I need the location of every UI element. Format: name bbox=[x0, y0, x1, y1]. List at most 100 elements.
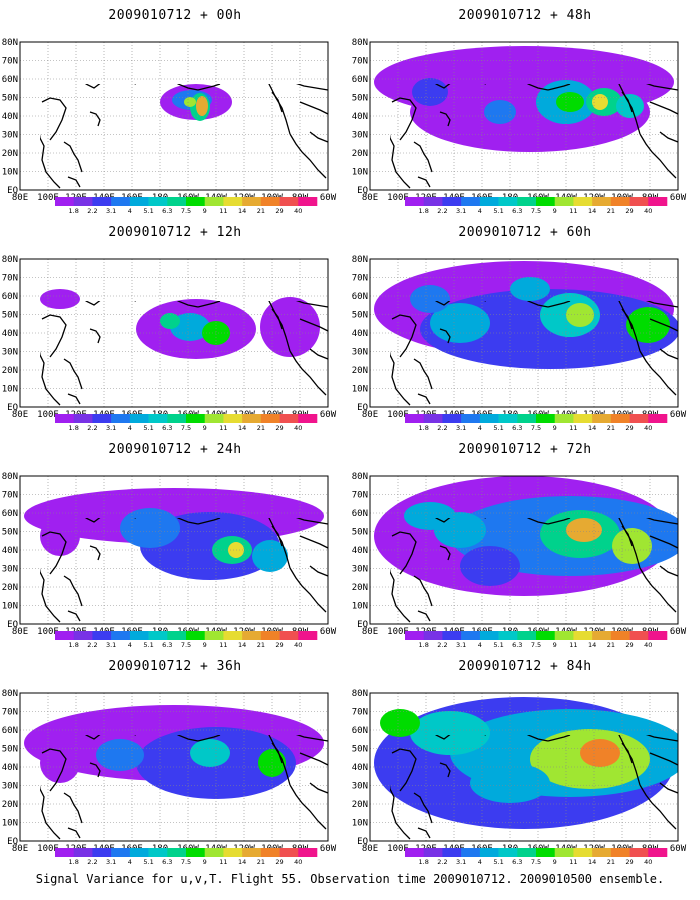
coastline bbox=[390, 785, 411, 840]
panel-title: 2009010712 + 60h bbox=[458, 225, 592, 240]
map-frame bbox=[19, 692, 329, 842]
colorbar-swatch bbox=[55, 197, 75, 206]
lat-tick-label: 60N bbox=[2, 75, 18, 85]
colorbar-level-label: 40 bbox=[294, 207, 302, 215]
coastline bbox=[547, 301, 571, 308]
colorbar-level-label: 3.1 bbox=[456, 424, 466, 432]
lat-tick-label: 10N bbox=[2, 602, 18, 612]
lon-tick-label: 80E bbox=[362, 193, 378, 203]
colorbar-swatch bbox=[536, 197, 556, 206]
variance-blob bbox=[260, 297, 320, 357]
coastline bbox=[547, 84, 571, 91]
lat-tick-label: 10N bbox=[2, 385, 18, 395]
variance-blob bbox=[252, 540, 288, 572]
figure-caption: Signal Variance for u,v,T. Flight 55. Ob… bbox=[35, 872, 665, 886]
colorbar-level-label: 21 bbox=[607, 207, 615, 215]
coastline bbox=[527, 735, 549, 742]
colorbar-swatch bbox=[554, 197, 574, 206]
colorbar-swatch bbox=[536, 848, 556, 857]
map-48h: 80N70N60N50N40N30N20N10NEQ80E100E120E140… bbox=[352, 38, 687, 215]
colorbar-swatch bbox=[648, 631, 668, 640]
coastline bbox=[67, 610, 81, 622]
lat-tick-label: 70N bbox=[352, 274, 368, 284]
colorbar-swatch bbox=[92, 197, 112, 206]
colorbar-swatch bbox=[610, 848, 630, 857]
lon-tick-label: 100E bbox=[387, 627, 409, 637]
map-00h: 80N70N60N50N40N30N20N10NEQ80E100E120E140… bbox=[2, 38, 337, 215]
map-72h: 80N70N60N50N40N30N20N10NEQ80E100E120E140… bbox=[352, 472, 687, 649]
colorbar-level-label: 9 bbox=[553, 207, 557, 215]
colorbar-level-label: 14 bbox=[588, 858, 596, 866]
panel-title: 2009010712 + 84h bbox=[458, 659, 592, 674]
lat-tick-label: 20N bbox=[352, 366, 368, 376]
colorbar-level-label: 29 bbox=[625, 424, 633, 432]
lon-tick-label: 60W bbox=[670, 193, 687, 203]
coastline bbox=[289, 350, 327, 396]
colorbar-level-label: 1.8 bbox=[69, 207, 79, 215]
colorbar-swatch bbox=[186, 848, 206, 857]
colorbar-level-label: 1.8 bbox=[69, 858, 79, 866]
lat-tick-label: 30N bbox=[352, 782, 368, 792]
lon-tick-label: 60W bbox=[670, 844, 687, 854]
colorbar-swatch bbox=[461, 414, 481, 423]
colorbar-swatch bbox=[461, 848, 481, 857]
colorbar-level-label: 6.3 bbox=[162, 207, 172, 215]
colorbar-swatch bbox=[260, 197, 280, 206]
variance-blob bbox=[170, 313, 210, 341]
coastline bbox=[268, 735, 291, 786]
coastline bbox=[670, 269, 678, 289]
colorbar-swatch bbox=[279, 848, 299, 857]
coastline bbox=[547, 735, 571, 742]
variance-blob bbox=[190, 739, 230, 767]
coastline bbox=[271, 91, 283, 113]
lat-tick-label: EQ bbox=[7, 186, 18, 196]
colorbar-level-label: 9 bbox=[553, 641, 557, 649]
lon-tick-label: 80E bbox=[12, 844, 28, 854]
colorbar-swatch bbox=[242, 414, 262, 423]
colorbar-level-label: 9 bbox=[203, 207, 207, 215]
coastline bbox=[439, 328, 451, 344]
coastline bbox=[299, 318, 329, 332]
map-frame bbox=[369, 258, 679, 408]
lat-tick-label: EQ bbox=[357, 837, 368, 847]
coastline bbox=[417, 176, 431, 188]
coastline bbox=[621, 91, 633, 113]
coastline bbox=[645, 735, 679, 742]
variance-blob bbox=[404, 502, 456, 530]
colorbar-level-label: 40 bbox=[294, 858, 302, 866]
colorbar-swatch bbox=[479, 631, 499, 640]
colorbar-swatch bbox=[442, 631, 462, 640]
coastline bbox=[197, 518, 221, 525]
coastline bbox=[289, 567, 327, 613]
lat-tick-label: 40N bbox=[2, 329, 18, 339]
lon-tick-label: 100E bbox=[387, 410, 409, 420]
variance-blob bbox=[556, 92, 584, 112]
colorbar-level-label: 21 bbox=[257, 424, 265, 432]
colorbar-level-label: 6.3 bbox=[512, 641, 522, 649]
lat-tick-label: 70N bbox=[2, 708, 18, 718]
coastline bbox=[295, 735, 329, 742]
colorbar-swatch bbox=[498, 414, 518, 423]
lat-tick-label: 60N bbox=[352, 75, 368, 85]
lat-tick-label: 20N bbox=[2, 366, 18, 376]
lat-tick-label: 80N bbox=[352, 472, 368, 482]
colorbar-swatch bbox=[536, 414, 556, 423]
coastline bbox=[618, 735, 641, 786]
colorbar-swatch bbox=[242, 631, 262, 640]
lat-tick-label: 70N bbox=[352, 491, 368, 501]
colorbar-level-label: 2.2 bbox=[437, 641, 447, 649]
lat-tick-label: 20N bbox=[352, 800, 368, 810]
lon-tick-label: 60W bbox=[320, 193, 337, 203]
coastline bbox=[197, 301, 221, 308]
variance-blob bbox=[580, 739, 620, 767]
lat-tick-label: EQ bbox=[7, 403, 18, 413]
colorbar-swatch bbox=[592, 414, 612, 423]
lon-tick-label: 60W bbox=[320, 410, 337, 420]
colorbar-swatch bbox=[260, 848, 280, 857]
lat-tick-label: 50N bbox=[352, 94, 368, 104]
coastline bbox=[177, 518, 199, 525]
colorbar-level-label: 11 bbox=[569, 424, 577, 432]
colorbar-level-label: 7.5 bbox=[181, 641, 191, 649]
variance-blob bbox=[460, 546, 520, 586]
colorbar-swatch bbox=[610, 414, 630, 423]
